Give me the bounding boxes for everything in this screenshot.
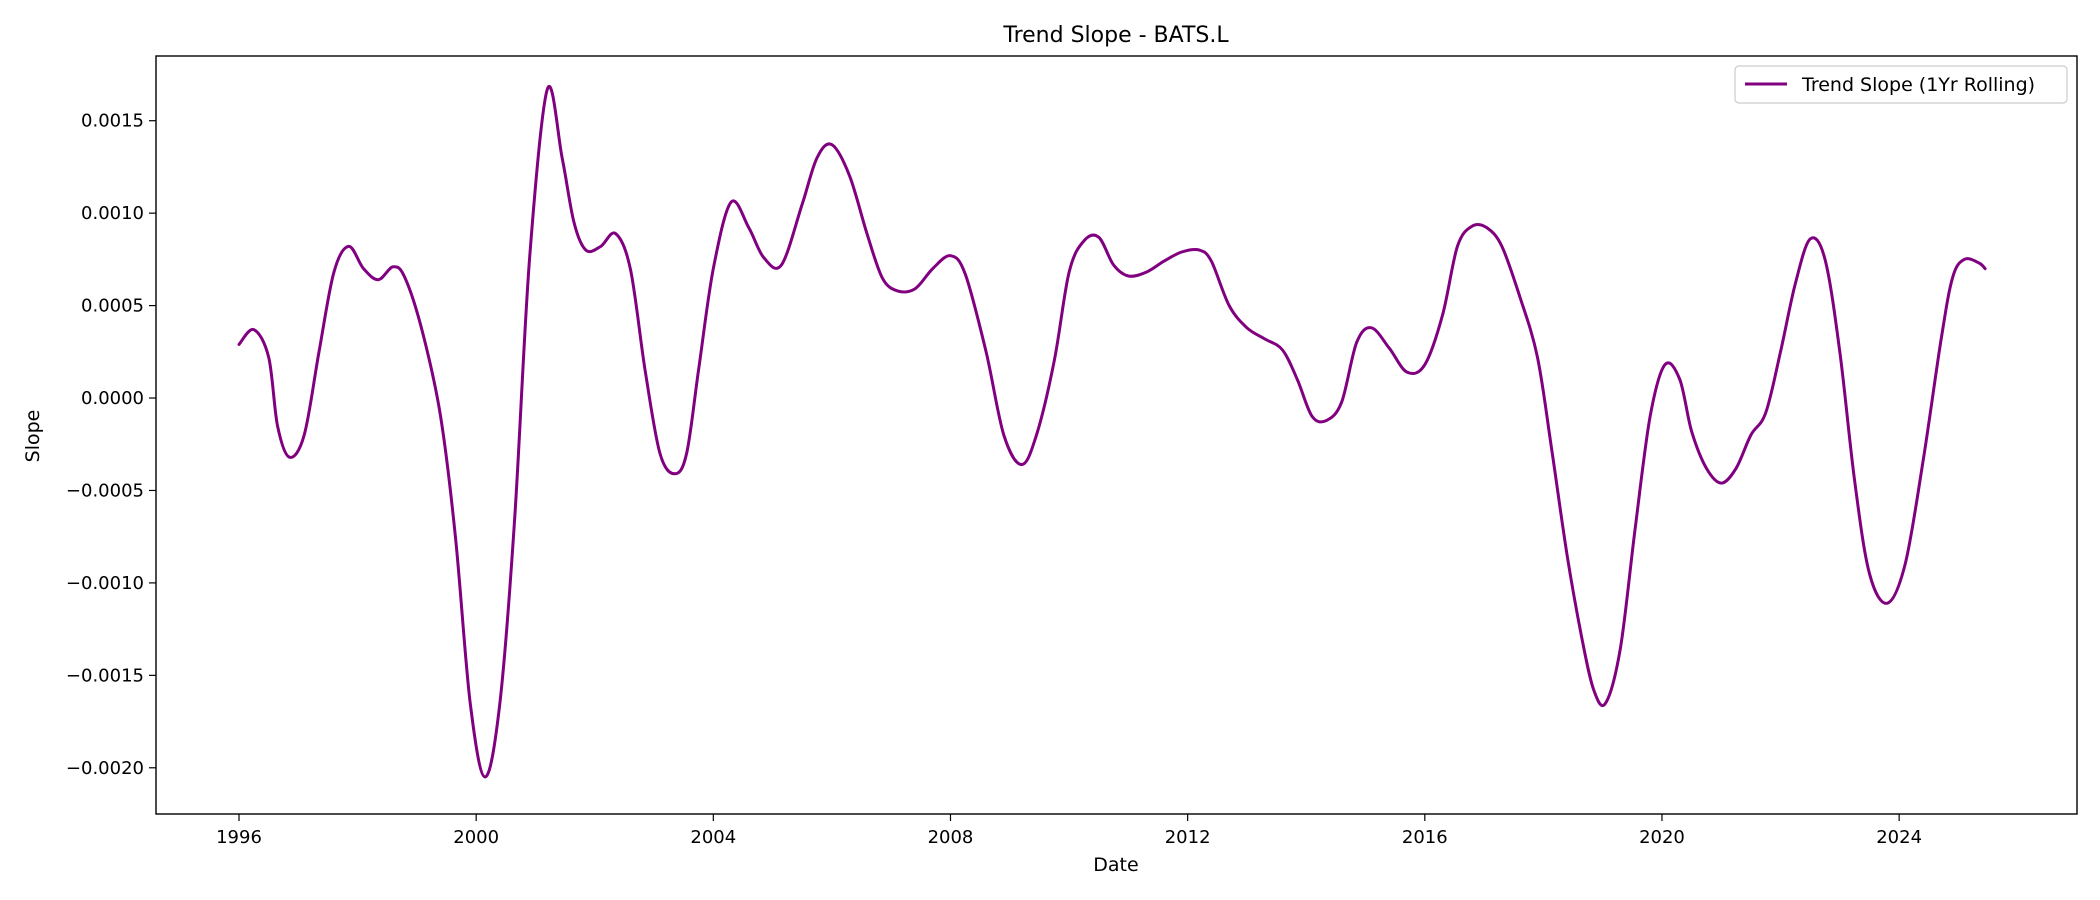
y-tick-label: 0.0005 <box>81 296 144 317</box>
x-axis: 1996 2000 2004 2008 2012 2016 2020 2024 <box>216 814 1922 848</box>
y-tick-label: 0.0010 <box>81 203 144 224</box>
x-axis-label: Date <box>1093 854 1138 876</box>
y-axis-label: Slope <box>22 410 44 463</box>
y-axis: 0.0015 0.0010 0.0005 0.0000 −0.0005 −0.0010 −0… <box>66 111 156 779</box>
y-tick-label: 0.0015 <box>81 111 144 132</box>
chart-title: Trend Slope - BATS.L <box>1002 23 1229 48</box>
x-tick-label: 2024 <box>1876 827 1922 848</box>
x-tick-label: 2000 <box>453 827 499 848</box>
legend-box <box>1734 65 2068 104</box>
x-tick-label: 2016 <box>1402 827 1448 848</box>
legend-label: Trend Slope (1Yr Rolling) <box>1801 74 2035 96</box>
plot-area <box>155 55 2078 815</box>
y-tick-label: −0.0005 <box>66 480 144 501</box>
x-tick-label: 2012 <box>1165 827 1211 848</box>
legend: Trend Slope (1Yr Rolling) <box>1734 65 2068 104</box>
x-tick-label: 1996 <box>216 827 262 848</box>
x-tick-label: 2020 <box>1639 827 1685 848</box>
y-tick-label: −0.0015 <box>66 665 144 686</box>
x-tick-label: 2004 <box>690 827 736 848</box>
x-tick-label: 2008 <box>928 827 974 848</box>
y-tick-label: 0.0000 <box>81 388 144 409</box>
y-tick-label: −0.0010 <box>66 573 144 594</box>
y-tick-label: −0.0020 <box>66 758 144 779</box>
series-line-trend-slope <box>237 85 1987 779</box>
